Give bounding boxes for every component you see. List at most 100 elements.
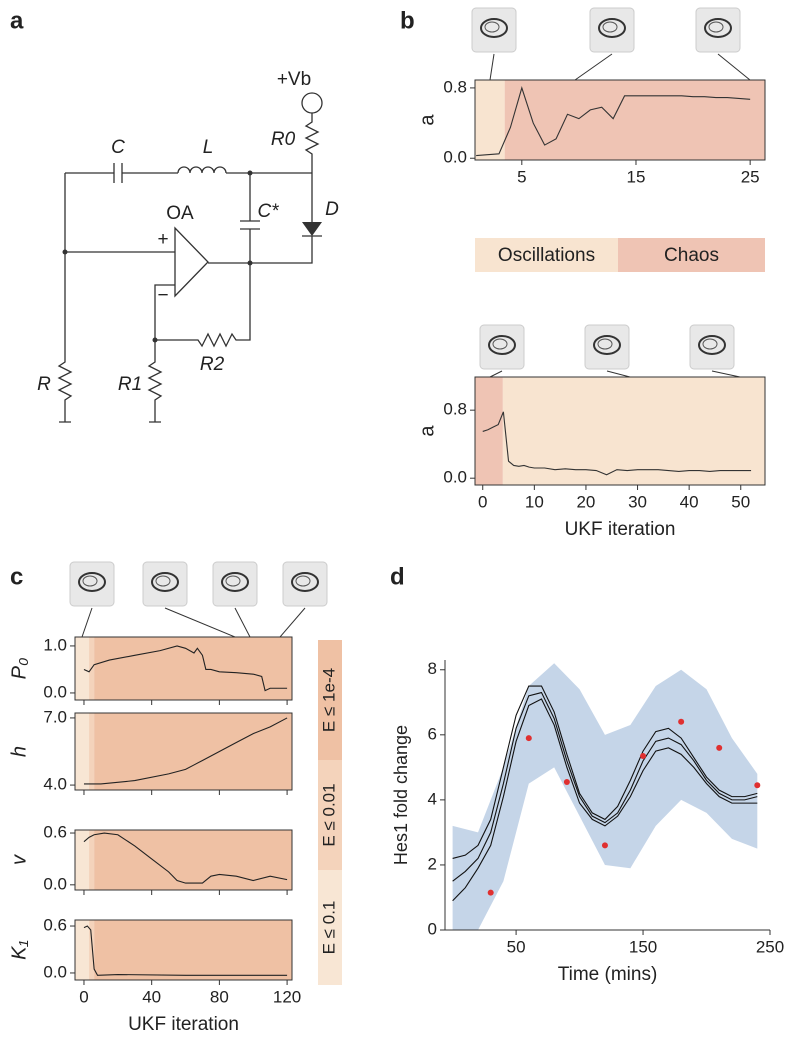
inset [584,324,631,378]
circuit-label: R0 [271,129,296,150]
inset-attractor [602,21,618,33]
y-tick-label: 8 [428,659,437,678]
y-axis-label: h [8,746,30,757]
data-point [716,744,723,751]
confidence-band [452,663,758,930]
inset-attractor [151,572,179,592]
inset-box [282,561,328,607]
series-line [83,645,288,692]
x-tick-label: 150 [629,937,657,956]
x-tick-label: 50 [507,937,526,956]
inset-box [471,7,517,53]
data-point [487,889,494,896]
x-tick-label: 20 [576,492,595,511]
inset [471,7,517,81]
circuit-label: R2 [200,354,225,375]
y-axis-label: v [8,854,30,865]
circuit-label: R1 [118,374,142,395]
y-axis-label: a [416,114,438,126]
inset-attractor [78,572,106,592]
circuit-label: C* [257,201,279,222]
inset-attractor [484,21,500,33]
plot-frame [74,712,293,791]
series-line [452,698,758,902]
inset-box [212,561,258,607]
inset-arrow [717,53,751,81]
inset [279,561,328,638]
y-tick-label: 0.0 [443,468,467,487]
inset-attractor [295,575,311,587]
inset-attractor [492,338,508,350]
inset [695,7,751,81]
series-line [83,832,288,884]
inset-attractor [488,335,516,355]
y-tick-label: 2 [428,854,437,873]
inset-attractor [597,338,613,350]
circuit-label: D [325,199,339,220]
y-tick-label: 0.0 [43,962,67,981]
data-point [601,842,608,849]
inset-arrow [574,53,613,81]
circuit-label: + [157,229,168,250]
inset-attractor [155,575,171,587]
inset-arrow [234,607,251,638]
y-tick-label: 4 [428,789,437,808]
region [475,80,505,160]
x-tick-label: 10 [525,492,544,511]
legend-swatch [475,238,618,272]
x-tick-label: 80 [210,987,229,1006]
y-tick-label: 0.8 [443,400,467,419]
inset [69,561,115,638]
circuit [57,92,323,423]
inset-attractor [480,18,508,38]
x-tick-label: 40 [680,492,699,511]
region [94,830,293,890]
circuit-label: R [37,374,51,395]
inset-attractor [82,575,98,587]
inset-arrow [711,370,741,378]
inset-attractor [593,335,621,355]
y-tick-label: 7.0 [43,707,67,726]
x-axis-label: UKF iteration [565,519,676,540]
inset [479,324,525,378]
y-tick-label: 0.8 [443,77,467,96]
y-tick-label: 0 [428,919,437,938]
side-band [318,760,342,870]
side-band-label: E ≤ 1e-4 [319,668,338,732]
legend-label: Chaos [664,245,719,266]
inset-attractor [698,335,726,355]
region [75,713,90,790]
inset-attractor [702,338,718,350]
panel-label: d [390,563,405,590]
legend-label: Oscillations [498,245,595,266]
y-tick-label: 0.0 [43,682,67,701]
inset-attractor [708,21,724,33]
inset-box [142,561,188,607]
side-band [318,640,342,760]
y-tick-label: 0.6 [43,823,67,842]
region [502,377,765,485]
y-tick-label: 0.6 [43,916,67,935]
inset-arrow [489,53,495,81]
series-line [452,691,758,882]
y-tick-label: 0.0 [443,148,467,167]
panel-label: a [10,7,24,34]
x-tick-label: 0 [478,492,487,511]
x-tick-label: 5 [517,167,526,186]
x-tick-label: 120 [273,987,301,1006]
plot-frame [74,636,293,701]
inset-box [584,324,630,370]
y-tick-label: 6 [428,724,437,743]
x-tick-label: 50 [731,492,750,511]
y-tick-label: 4.0 [43,775,67,794]
panel-label: c [10,563,23,590]
x-tick-label: 15 [627,167,646,186]
region [89,920,95,980]
series-line [476,86,751,157]
side-band-label: E ≤ 0.01 [319,783,338,846]
region [89,830,95,890]
region [75,920,90,980]
data-point [754,782,761,789]
inset-arrow [606,370,631,378]
region [94,637,293,700]
